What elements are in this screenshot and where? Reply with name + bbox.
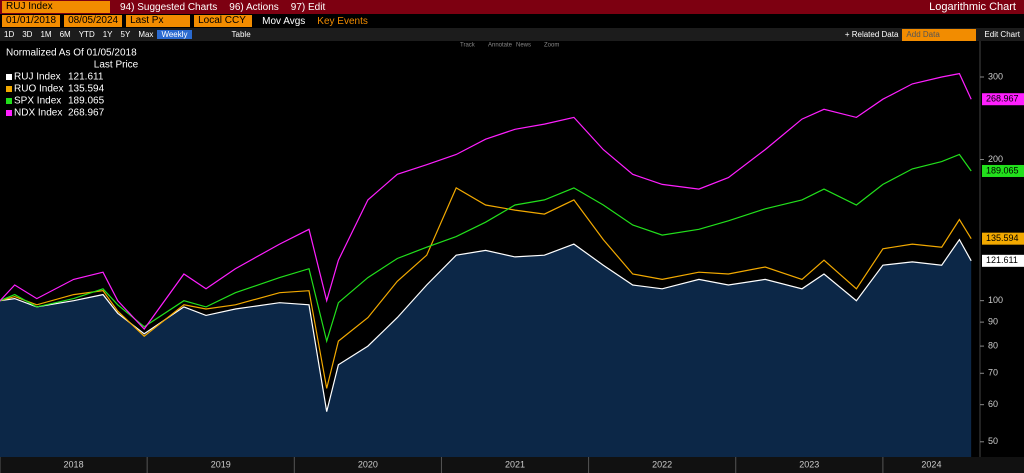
y-tick-label: 90 [988,316,998,326]
x-tick-label: 2023 [799,459,819,469]
legend-header: Last Price [94,60,139,71]
last-value-label: 135.594 [986,233,1019,243]
last-value-tag [982,93,1024,106]
related-data[interactable]: + Related Data [844,30,899,39]
period[interactable]: 6M [59,30,71,39]
legend-value: 268.967 [68,108,105,119]
x-tick-label: 2018 [64,459,84,469]
ticker-field[interactable]: RUJ Index [2,1,110,13]
legend-value: 135.594 [68,84,105,95]
y-tick-label: 50 [988,436,998,446]
y-tick-label: 100 [988,295,1003,305]
frequency[interactable]: Weekly [157,30,192,39]
y-tick-label: 70 [988,368,998,378]
legend-swatch [6,98,12,104]
y-tick-label: 60 [988,399,998,409]
x-tick-label: 2019 [211,459,231,469]
period[interactable]: 1Y [102,30,113,39]
end-date[interactable]: 08/05/2024 [64,15,123,27]
legend-swatch [6,86,12,92]
x-axis-band [0,457,1024,473]
last-value-label: 268.967 [986,94,1019,104]
chart: Track Annotate News Zoom 2018 2019 2020 2021 202… [0,41,1024,473]
option[interactable]: Mov Avgs [262,15,306,27]
legend-value: 121.611 [68,72,104,83]
periods: 1D 3D 1M 6M YTD 1Y 5Y Max [0,30,157,39]
title-bar: RUJ Index 94) Suggested Charts 96) Actio… [0,0,1024,14]
menu[interactable]: 96) Actions [229,1,279,13]
x-tick-label: 2024 [921,459,941,469]
x-tick-label: 2022 [652,459,672,469]
last-value-tag [982,254,1024,267]
legend-value: 189.065 [68,96,105,107]
option[interactable]: Key Events [317,15,368,27]
series-line [0,72,972,330]
x-tick-label: 2020 [358,459,378,469]
legend-title: Normalized As Of 01/05/2018 [6,48,137,59]
last-value-label: 189.065 [986,165,1019,175]
legend-name: SPX Index [14,96,61,107]
tool: Annotate [488,43,513,49]
area [0,239,972,457]
currency[interactable]: Local CCY [194,15,253,27]
period-bar: 1D 3D 1M 6M YTD 1Y 5Y Max Weekly Table + Relate… [0,28,1024,41]
add-data[interactable]: Add Data [902,28,977,41]
period[interactable]: 3D [22,30,33,39]
legend-swatch [6,110,12,116]
period[interactable]: 1D [4,30,15,39]
period[interactable]: 1M [40,30,52,39]
chart-kind: Logarithmic Chart [929,1,1016,13]
period[interactable]: Max [138,30,154,39]
y-tick-label: 80 [988,340,998,350]
period[interactable]: YTD [78,30,95,39]
last-value-tag [982,164,1024,177]
series-line [0,187,972,389]
legend-swatch [6,74,12,80]
legend-name: RUJ Index [14,72,61,83]
edit-chart[interactable]: Edit Chart [984,30,1020,39]
tool: News [516,43,531,49]
series-line [0,238,972,412]
last-value-label: 121.611 [986,255,1018,265]
start-date[interactable]: 01/01/2018 [2,15,61,27]
series-line [0,153,972,344]
legend-name: RUO Index [14,84,63,95]
tool: Zoom [544,43,559,49]
period[interactable]: 5Y [120,30,131,39]
last-value-tag [982,232,1024,245]
x-tick-label: 2021 [505,459,525,469]
legend-name: NDX Index [14,108,62,119]
y-tick-label: 200 [988,154,1003,164]
menu[interactable]: 94) Suggested Charts [120,1,218,13]
settings-bar: 01/01/2018 08/05/2024 Last Px Local CCY … [0,14,1024,28]
tool: Track [460,43,476,49]
y-tick-label: 300 [988,71,1003,81]
legend-bg [2,45,166,125]
field[interactable]: Last Px [126,15,191,27]
menu[interactable]: 97) Edit [290,1,326,13]
table-button[interactable]: Table [231,30,251,39]
